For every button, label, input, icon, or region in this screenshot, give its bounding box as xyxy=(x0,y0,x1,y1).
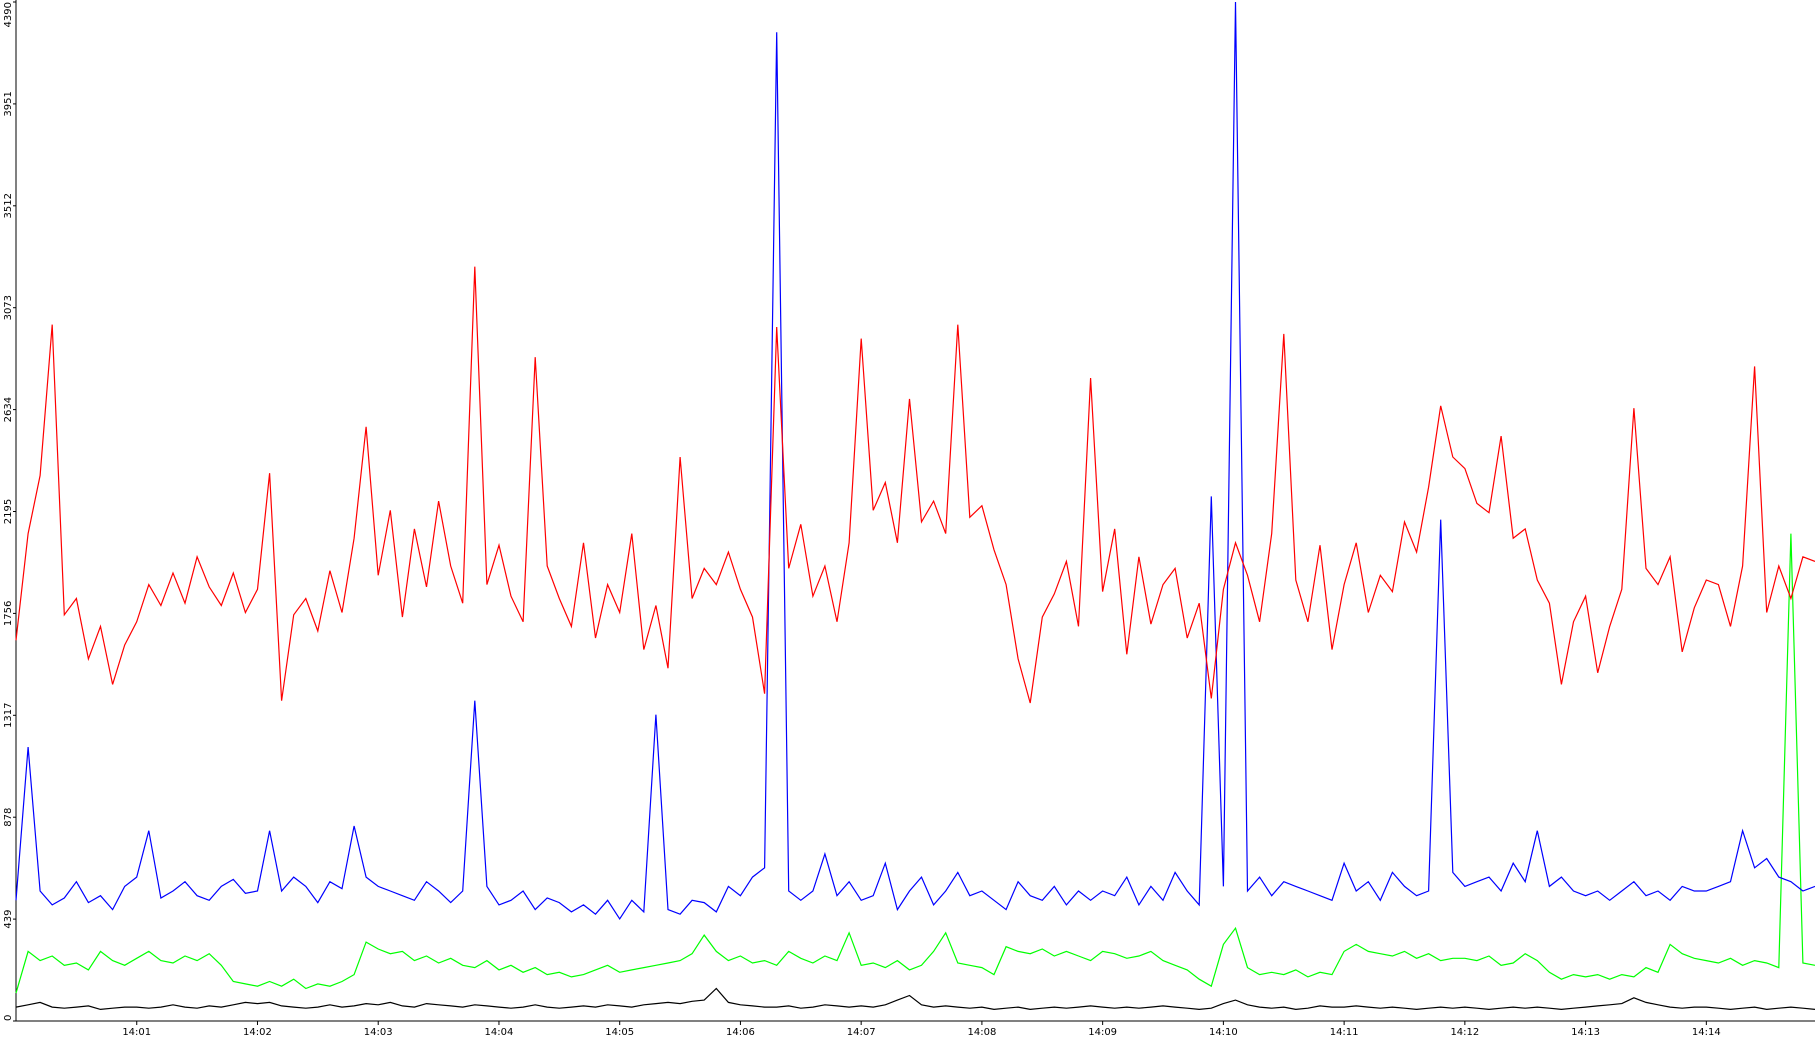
x-tick-label: 14:01 xyxy=(122,1027,151,1038)
y-tick-label: 3073 xyxy=(3,295,14,320)
y-tick-label: 3951 xyxy=(3,91,14,116)
y-tick-label: 878 xyxy=(3,808,14,827)
x-tick-label: 14:05 xyxy=(605,1027,634,1038)
x-tick-label: 14:07 xyxy=(847,1027,876,1038)
x-tick-label: 14:02 xyxy=(243,1027,272,1038)
x-tick-label: 14:06 xyxy=(726,1027,755,1038)
series-line xyxy=(15,987,1815,1011)
x-tick-label: 14:12 xyxy=(1450,1027,1479,1038)
y-tick-label: 0 xyxy=(3,1015,14,1021)
x-tick-label: 14:10 xyxy=(1209,1027,1238,1038)
y-tick-label: 4390 xyxy=(3,2,14,27)
y-tick-label: 3512 xyxy=(3,193,14,218)
x-tick-label: 14:13 xyxy=(1571,1027,1600,1038)
x-tick-label: 14:11 xyxy=(1330,1027,1359,1038)
y-tick-label: 439 xyxy=(3,910,14,929)
y-tick-label: 2634 xyxy=(3,397,14,422)
x-tick-label: 14:14 xyxy=(1692,1027,1721,1038)
x-tick-label: 14:08 xyxy=(967,1027,996,1038)
y-tick-label: 1756 xyxy=(3,601,14,626)
series-line xyxy=(15,1,1815,921)
x-tick-label: 14:04 xyxy=(485,1027,514,1038)
y-tick-label: 2195 xyxy=(3,499,14,524)
series-line xyxy=(15,533,1815,994)
series-line xyxy=(15,266,1815,704)
x-tick-label: 14:03 xyxy=(364,1027,393,1038)
y-tick-label: 1317 xyxy=(3,703,14,728)
x-tick-label: 14:09 xyxy=(1088,1027,1117,1038)
